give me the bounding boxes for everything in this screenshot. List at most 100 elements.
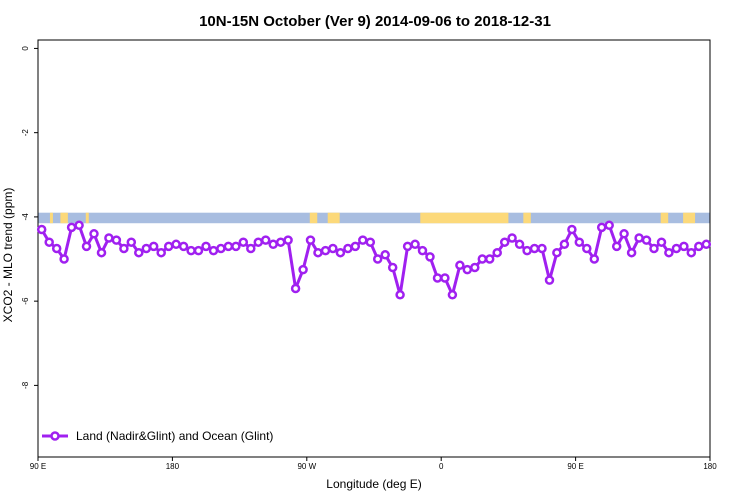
data-point — [664, 247, 674, 258]
data-point — [104, 233, 114, 243]
data-point — [537, 243, 547, 254]
data-point — [81, 241, 92, 252]
data-point — [582, 243, 592, 254]
data-point — [328, 243, 338, 254]
plot-area: 0 -2 -4 -6 -8 90 E 180 90 W 0 90 E 180 — [21, 39, 717, 471]
data-point — [223, 241, 234, 252]
data-point — [365, 237, 376, 247]
data-point — [66, 222, 77, 233]
data-point — [619, 229, 629, 239]
data-point — [641, 235, 652, 245]
data-point — [596, 222, 607, 233]
land-segment — [523, 212, 531, 224]
data-point — [671, 243, 682, 254]
data-point — [432, 273, 443, 283]
x-tick-label: 90 W — [297, 462, 316, 471]
data-point — [134, 247, 144, 258]
chart-title: 10N-15N October (Ver 9) 2014-09-06 to 20… — [199, 13, 551, 30]
data-point — [126, 237, 137, 247]
data-point — [529, 243, 540, 254]
data-point — [694, 241, 704, 252]
data-point — [253, 237, 264, 247]
data-point — [358, 235, 368, 245]
y-tick-label: 0 — [21, 46, 30, 51]
x-axis-label: Longitude (deg E) — [326, 477, 421, 491]
legend: Land (Nadir&Glint) and Ocean (Glint) — [42, 429, 273, 443]
land-segment — [309, 212, 318, 224]
data-point — [552, 247, 562, 258]
legend-entry: Land (Nadir&Glint) and Ocean (Glint) — [76, 429, 273, 443]
data-point — [477, 254, 488, 264]
data-point — [701, 239, 712, 250]
y-tick-label: -6 — [21, 297, 30, 305]
data-point — [462, 264, 473, 275]
data-point — [305, 235, 316, 245]
data-point — [656, 237, 667, 247]
data-point — [208, 245, 219, 256]
data-point — [343, 243, 353, 254]
data-point — [470, 262, 480, 273]
data-point — [544, 275, 555, 285]
data-point — [313, 247, 323, 258]
data-point — [492, 247, 502, 258]
x-tick-label: 90 E — [30, 462, 46, 471]
data-point — [417, 245, 428, 256]
data-point — [611, 241, 622, 252]
data-point — [44, 237, 54, 247]
data-point — [320, 245, 331, 256]
data-point — [335, 247, 346, 258]
data-point — [246, 243, 256, 254]
land-segment — [49, 212, 53, 224]
ocean-band — [38, 212, 710, 224]
data-point — [626, 247, 637, 258]
data-point — [201, 241, 211, 252]
y-axis-label: XCO2 - MLO trend (ppm) — [1, 188, 15, 323]
data-point — [522, 245, 532, 256]
x-tick-label: 90 E — [567, 462, 583, 471]
data-point — [425, 252, 435, 262]
data-point — [604, 220, 614, 231]
data-point — [148, 241, 159, 252]
data-point — [679, 241, 689, 252]
land-segment — [85, 212, 89, 224]
data-point — [298, 264, 308, 275]
x-tick-label: 180 — [703, 462, 717, 471]
land-segment — [327, 212, 340, 224]
data-point — [350, 241, 361, 252]
data-point — [74, 220, 84, 231]
data-point — [171, 239, 181, 250]
data-point — [387, 262, 398, 273]
data-point — [275, 237, 286, 247]
data-point — [163, 241, 174, 252]
data-point — [141, 243, 152, 254]
data-point — [686, 247, 697, 258]
data-point — [238, 237, 249, 247]
data-point — [119, 243, 129, 254]
data-point — [193, 245, 204, 256]
data-point — [96, 247, 107, 258]
data-point — [372, 254, 383, 264]
data-point — [634, 233, 644, 243]
data-point — [111, 235, 122, 245]
data-point — [283, 235, 293, 245]
data-point — [559, 239, 570, 250]
data-point — [440, 273, 450, 283]
data-point — [447, 290, 458, 300]
y-tick-label: -8 — [21, 381, 30, 389]
data-point — [499, 237, 510, 247]
data-point — [380, 250, 390, 260]
data-point — [216, 243, 226, 254]
land-segment — [60, 212, 68, 224]
data-point — [567, 224, 577, 235]
data-point — [410, 239, 420, 250]
data-point — [455, 260, 465, 271]
data-point — [178, 241, 189, 252]
data-point — [59, 254, 69, 264]
data-point — [484, 254, 495, 264]
land-segment — [420, 212, 509, 224]
data-point — [186, 245, 196, 256]
data-point — [589, 254, 600, 264]
plot-frame — [37, 39, 711, 458]
legend-marker — [50, 431, 60, 441]
